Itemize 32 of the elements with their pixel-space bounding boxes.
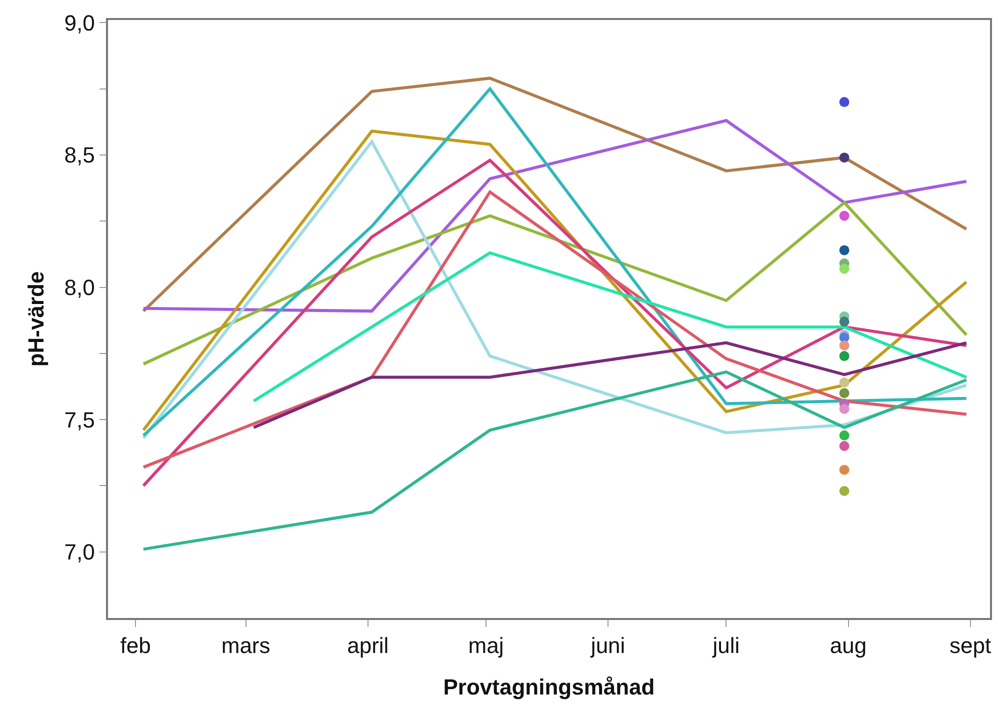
y-tick-label: 8,0: [64, 274, 95, 300]
x-tick-label: feb: [120, 633, 151, 658]
point: [839, 378, 850, 388]
point: [839, 245, 850, 256]
y-tick-label: 9,0: [64, 10, 95, 36]
point: [839, 351, 850, 362]
point: [839, 152, 850, 163]
x-tick-label: sept: [950, 633, 992, 658]
point: [839, 464, 850, 475]
x-tick-label: juli: [712, 633, 740, 658]
point: [839, 404, 850, 414]
x-tick-label: maj: [468, 633, 504, 658]
point: [839, 441, 850, 452]
y-axis-title: pH-värde: [24, 271, 49, 367]
point: [839, 388, 850, 398]
y-tick-label: 7,0: [64, 540, 95, 565]
x-axis-title: Provtagningsmånad: [443, 674, 655, 700]
point: [839, 316, 850, 327]
x-tick-label: juni: [590, 633, 626, 658]
x-tick-label: aug: [830, 633, 867, 658]
point: [839, 340, 850, 350]
point: [839, 430, 850, 440]
point: [839, 264, 850, 274]
y-tick-label: 7,5: [64, 407, 95, 432]
line-series: [252, 251, 968, 403]
y-tick-label: 8,5: [64, 142, 95, 168]
point: [839, 97, 850, 108]
x-tick-label: april: [347, 633, 389, 658]
point: [839, 486, 850, 496]
line-series: [252, 341, 968, 429]
point: [839, 210, 850, 221]
x-tick-label: mars: [221, 633, 270, 658]
